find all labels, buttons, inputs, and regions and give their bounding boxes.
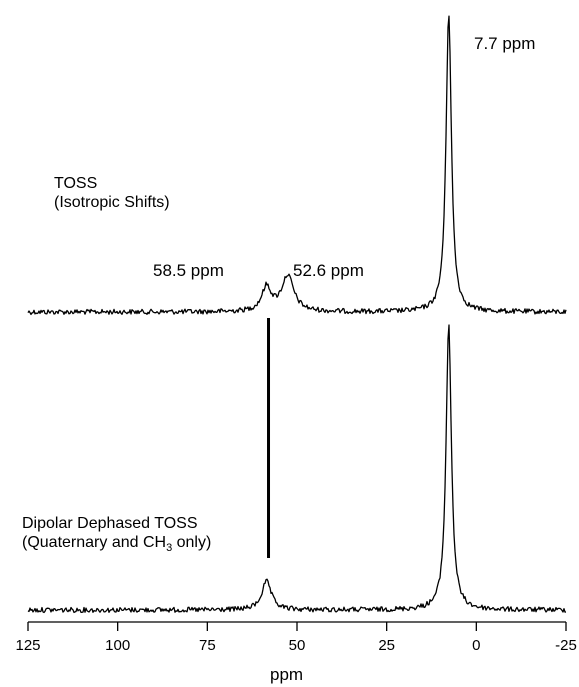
- x-tick-label-1: 100: [105, 637, 130, 654]
- series-label-toss: TOSS (Isotropic Shifts): [54, 174, 170, 212]
- annotation-7-7-ppm: 7.7 ppm: [474, 34, 535, 53]
- series-label-dipolar: Dipolar Dephased TOSS (Quaternary and CH…: [22, 514, 211, 558]
- series-label-toss-line1: TOSS: [54, 174, 170, 193]
- x-axis-label: ppm: [270, 665, 303, 684]
- spectrum-line-2: [28, 325, 566, 613]
- x-tick-label-3: 50: [289, 637, 306, 654]
- x-tick-label-6: -25: [555, 637, 577, 654]
- series-label-dipolar-line2-pre: (Quaternary and CH: [22, 534, 166, 551]
- x-tick-label-0: 125: [15, 637, 40, 654]
- series-label-dipolar-line2-post: only): [172, 534, 211, 551]
- series-label-dipolar-line2: (Quaternary and CH3 only): [22, 533, 211, 558]
- x-tick-label-5: 0: [472, 637, 480, 654]
- series-label-dipolar-line1: Dipolar Dephased TOSS: [22, 514, 211, 533]
- x-tick-label-2: 75: [199, 637, 216, 654]
- series-label-toss-line2: (Isotropic Shifts): [54, 193, 170, 212]
- x-tick-label-4: 25: [378, 637, 395, 654]
- annotation-52-6-ppm: 52.6 ppm: [293, 261, 364, 280]
- annotation-58-5-ppm: 58.5 ppm: [153, 261, 224, 280]
- x-axis: 125 100 75 50 25 0 -25: [15, 622, 576, 654]
